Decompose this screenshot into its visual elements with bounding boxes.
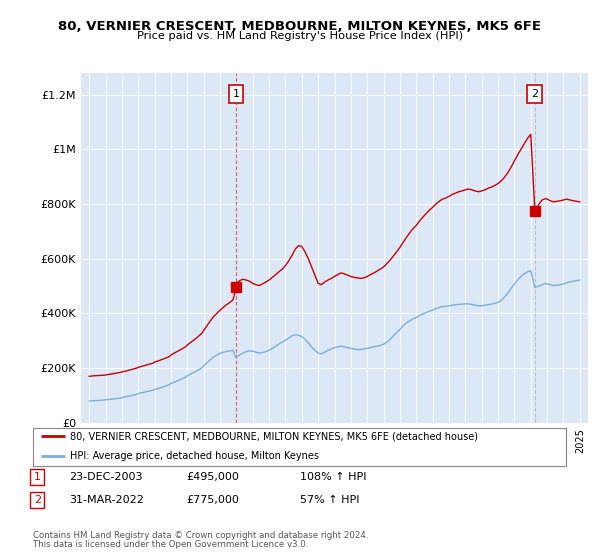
Text: 80, VERNIER CRESCENT, MEDBOURNE, MILTON KEYNES, MK5 6FE (detached house): 80, VERNIER CRESCENT, MEDBOURNE, MILTON … <box>70 431 478 441</box>
Text: 108% ↑ HPI: 108% ↑ HPI <box>300 472 367 482</box>
Text: 1: 1 <box>34 472 41 482</box>
Text: 31-MAR-2022: 31-MAR-2022 <box>69 495 144 505</box>
Text: Contains HM Land Registry data © Crown copyright and database right 2024.: Contains HM Land Registry data © Crown c… <box>33 531 368 540</box>
Text: HPI: Average price, detached house, Milton Keynes: HPI: Average price, detached house, Milt… <box>70 451 319 461</box>
Text: This data is licensed under the Open Government Licence v3.0.: This data is licensed under the Open Gov… <box>33 540 308 549</box>
Text: 57% ↑ HPI: 57% ↑ HPI <box>300 495 359 505</box>
Text: 2: 2 <box>34 495 41 505</box>
Text: Price paid vs. HM Land Registry's House Price Index (HPI): Price paid vs. HM Land Registry's House … <box>137 31 463 41</box>
Text: 80, VERNIER CRESCENT, MEDBOURNE, MILTON KEYNES, MK5 6FE: 80, VERNIER CRESCENT, MEDBOURNE, MILTON … <box>59 20 542 32</box>
Text: 23-DEC-2003: 23-DEC-2003 <box>69 472 143 482</box>
Text: 2: 2 <box>531 89 538 99</box>
Text: £775,000: £775,000 <box>186 495 239 505</box>
Text: 1: 1 <box>233 89 239 99</box>
Text: £495,000: £495,000 <box>186 472 239 482</box>
